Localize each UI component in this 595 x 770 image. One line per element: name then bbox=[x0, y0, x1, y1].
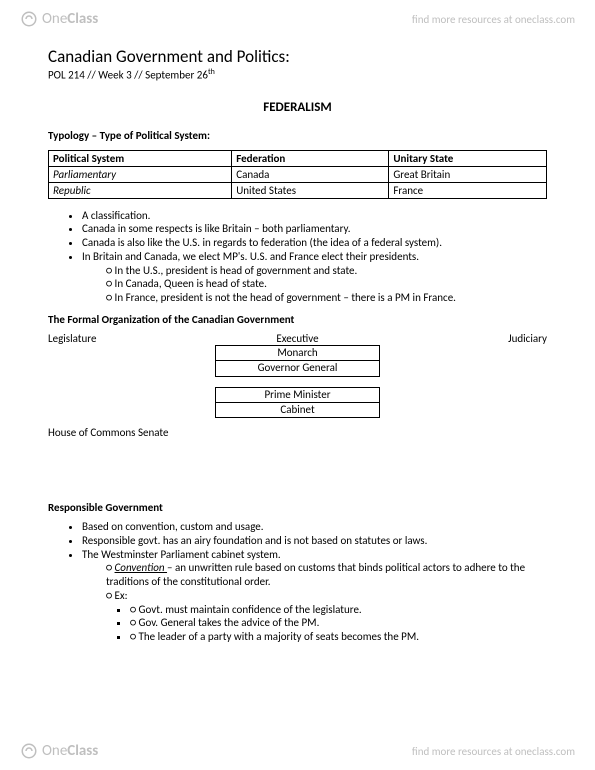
org-branches-row: Legislature Executive Monarch Governor G… bbox=[48, 332, 547, 418]
monarch-box: Monarch bbox=[215, 345, 380, 361]
page-subtitle: POL 214 // Week 3 // September 26th bbox=[48, 67, 547, 82]
governor-general-box: Governor General bbox=[215, 361, 380, 376]
resources-link-bottom[interactable]: find more resources at oneclass.com bbox=[412, 745, 575, 758]
col-unitary-state: Unitary State bbox=[389, 150, 547, 166]
list-item: The Westminster Parliament cabinet syste… bbox=[82, 548, 547, 644]
page-title: Canadian Government and Politics: bbox=[48, 46, 547, 67]
logo-icon bbox=[20, 10, 38, 28]
list-item: Responsible govt. has an airy foundation… bbox=[82, 534, 547, 548]
prime-minister-box: Prime Minister bbox=[215, 387, 380, 403]
responsible-govt-bullets: Based on convention, custom and usage. R… bbox=[48, 520, 547, 644]
list-item: Based on convention, custom and usage. bbox=[82, 520, 547, 534]
watermark-top: OneClass find more resources at oneclass… bbox=[0, 4, 595, 34]
brand-text: OneClass bbox=[42, 10, 98, 28]
responsible-govt-heading: Responsible Government bbox=[48, 501, 547, 514]
resources-link-top[interactable]: find more resources at oneclass.com bbox=[412, 13, 575, 26]
list-item: In the U.S., president is head of govern… bbox=[106, 264, 547, 278]
list-item: A classification. bbox=[82, 209, 547, 223]
typology-heading: Typology – Type of Political System: bbox=[48, 129, 547, 142]
executive-boxes-top: Monarch Governor General bbox=[215, 345, 380, 377]
sub-list: In the U.S., president is head of govern… bbox=[82, 264, 547, 305]
house-of-commons-senate: House of Commons Senate bbox=[48, 426, 547, 439]
logo-icon bbox=[20, 742, 38, 760]
section-heading-federalism: FEDERALISM bbox=[48, 100, 547, 115]
table-row: Parliamentary Canada Great Britain bbox=[49, 166, 547, 182]
executive-boxes-bottom: Prime Minister Cabinet bbox=[215, 387, 380, 419]
list-item: In Canada, Queen is head of state. bbox=[106, 277, 547, 291]
org-heading: The Formal Organization of the Canadian … bbox=[48, 313, 547, 326]
example-list: Govt. must maintain confidence of the le… bbox=[106, 603, 547, 644]
list-item: In Britain and Canada, we elect MP's. U.… bbox=[82, 250, 547, 305]
brand-text-bottom: OneClass bbox=[42, 742, 98, 760]
table-row: Political System Federation Unitary Stat… bbox=[49, 150, 547, 166]
col-political-system: Political System bbox=[49, 150, 232, 166]
judiciary-label: Judiciary bbox=[382, 332, 547, 418]
list-item: Govt. must maintain confidence of the le… bbox=[130, 603, 547, 617]
table-row: Republic United States France bbox=[49, 182, 547, 198]
legislature-label: Legislature bbox=[48, 332, 213, 418]
executive-label: Executive bbox=[215, 332, 380, 345]
brand-logo-bottom: OneClass bbox=[20, 742, 98, 760]
col-federation: Federation bbox=[232, 150, 389, 166]
watermark-bottom: OneClass find more resources at oneclass… bbox=[0, 736, 595, 766]
cabinet-box: Cabinet bbox=[215, 403, 380, 418]
sub-list: Convention – an unwritten rule based on … bbox=[82, 561, 547, 644]
list-item: Canada in some respects is like Britain … bbox=[82, 222, 547, 236]
list-item: The leader of a party with a majority of… bbox=[130, 630, 547, 644]
list-item: In France, president is not the head of … bbox=[106, 291, 547, 305]
typology-bullets: A classification. Canada in some respect… bbox=[48, 209, 547, 305]
brand-logo: OneClass bbox=[20, 10, 98, 28]
executive-column: Executive Monarch Governor General Prime… bbox=[215, 332, 380, 418]
list-item: Gov. General takes the advice of the PM. bbox=[130, 616, 547, 630]
typology-table: Political System Federation Unitary Stat… bbox=[48, 150, 547, 199]
list-item: Ex: Govt. must maintain confidence of th… bbox=[106, 589, 547, 644]
list-item: Canada is also like the U.S. in regards … bbox=[82, 236, 547, 250]
list-item: Convention – an unwritten rule based on … bbox=[106, 561, 547, 589]
